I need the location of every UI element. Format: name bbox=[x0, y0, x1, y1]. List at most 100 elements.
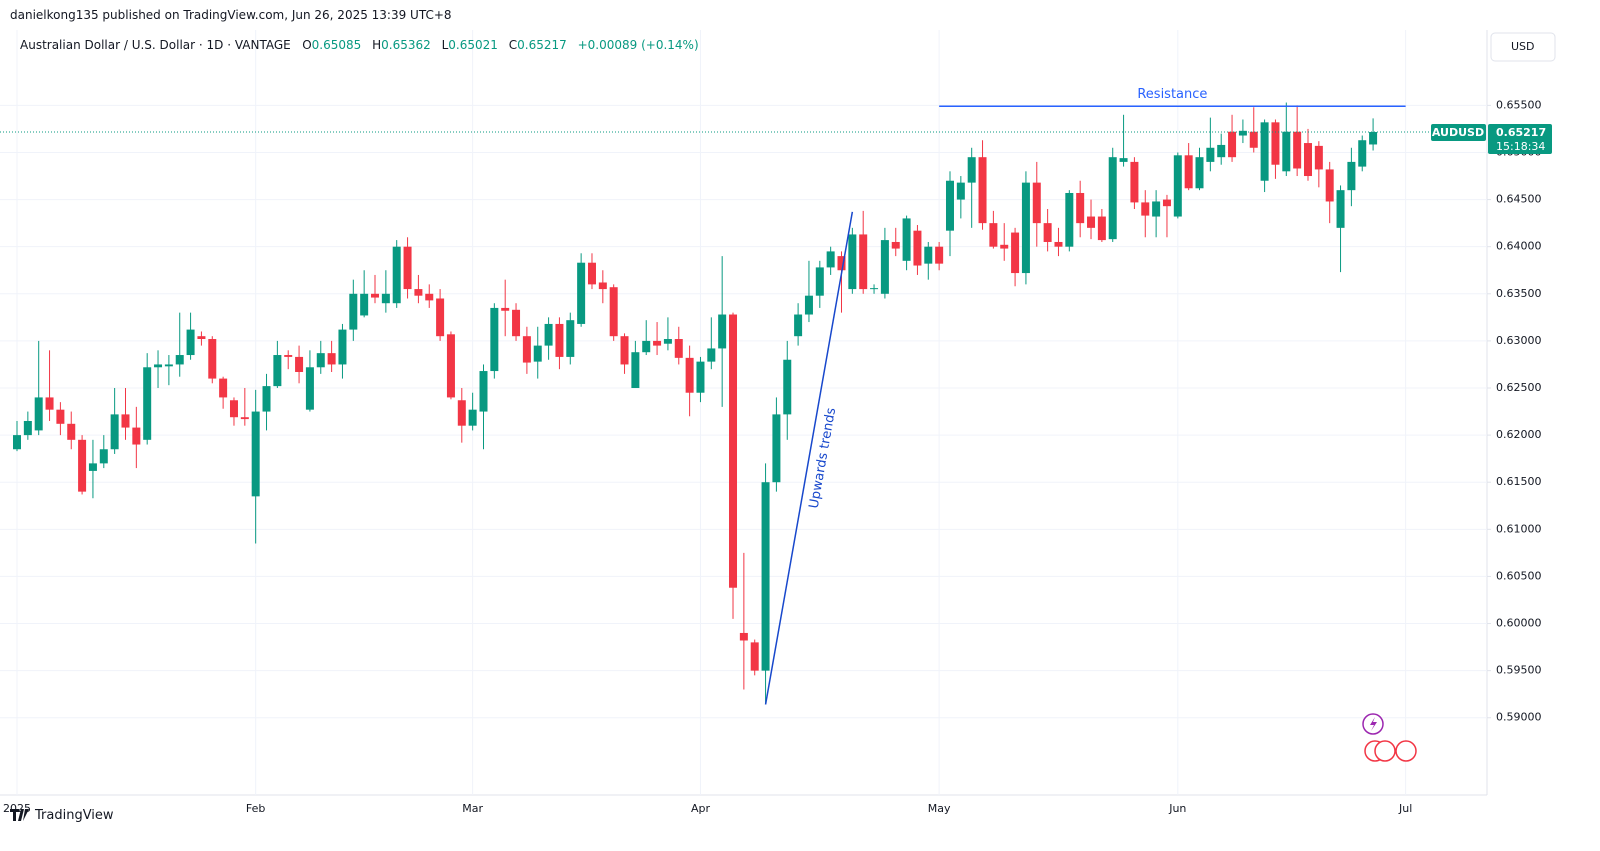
candle-body bbox=[653, 340, 662, 346]
candle-body bbox=[1141, 202, 1150, 216]
candle-body bbox=[490, 307, 499, 372]
line-label: Resistance bbox=[1137, 87, 1207, 102]
candle-body bbox=[175, 355, 184, 365]
x-tick-label: May bbox=[928, 802, 951, 815]
candle-body bbox=[1108, 157, 1117, 240]
candle-body bbox=[815, 267, 824, 296]
candle-body bbox=[1260, 122, 1269, 181]
currency-label[interactable]: USD bbox=[1511, 40, 1535, 53]
candle-body bbox=[522, 336, 531, 363]
candle-body bbox=[479, 371, 488, 412]
candle-body bbox=[1000, 244, 1009, 249]
candle-body bbox=[240, 417, 249, 420]
candle-body bbox=[1217, 144, 1226, 158]
candle-body bbox=[826, 251, 835, 268]
candle-body bbox=[1152, 201, 1161, 217]
candle-body bbox=[577, 262, 586, 324]
candle-body bbox=[1119, 158, 1128, 162]
candle-body bbox=[1314, 145, 1323, 170]
candle-body bbox=[251, 411, 260, 497]
candle-body bbox=[1065, 192, 1074, 247]
candle-body bbox=[1336, 190, 1345, 228]
candle-body bbox=[663, 339, 672, 344]
y-tick-label: 0.65500 bbox=[1496, 98, 1542, 111]
y-tick-label: 0.62000 bbox=[1496, 428, 1542, 441]
candle-body bbox=[544, 323, 553, 346]
candle-body bbox=[739, 632, 748, 641]
y-tick-label: 0.59000 bbox=[1496, 711, 1542, 724]
candle-body bbox=[555, 323, 564, 357]
candle-body bbox=[381, 293, 390, 304]
legend-key: L bbox=[441, 38, 449, 52]
candle-body bbox=[913, 230, 922, 266]
candle-body bbox=[208, 339, 217, 379]
candle-body bbox=[414, 289, 423, 296]
logo-text: TradingView bbox=[35, 808, 114, 823]
x-tick-label: Mar bbox=[462, 802, 483, 815]
y-tick-label: 0.60500 bbox=[1496, 569, 1542, 582]
candle-body bbox=[436, 298, 445, 337]
candle-body bbox=[1076, 192, 1085, 224]
candle-body bbox=[457, 400, 466, 426]
y-tick-label: 0.63000 bbox=[1496, 334, 1542, 347]
candle-body bbox=[338, 329, 347, 365]
candle-body bbox=[956, 182, 965, 200]
candle-body bbox=[425, 293, 434, 301]
candle-body bbox=[1249, 131, 1258, 148]
candle-body bbox=[620, 336, 629, 365]
candle-body bbox=[935, 246, 944, 264]
event-icons bbox=[1362, 713, 1417, 762]
candle-body bbox=[197, 336, 206, 340]
countdown-label: 15:18:34 bbox=[1496, 140, 1545, 153]
candle-body bbox=[56, 409, 65, 424]
legend-key: C bbox=[508, 38, 518, 52]
candle-body bbox=[295, 356, 304, 372]
candle-body bbox=[262, 386, 271, 412]
y-tick-label: 0.64500 bbox=[1496, 193, 1542, 206]
candle-body bbox=[945, 180, 954, 231]
legend-change: +0.00089 (+0.14%) bbox=[577, 38, 699, 52]
candle-body bbox=[512, 309, 521, 337]
candle-body bbox=[1173, 155, 1182, 217]
candle-body bbox=[685, 357, 694, 393]
candle-body bbox=[870, 288, 879, 290]
event-icon[interactable] bbox=[1374, 740, 1396, 762]
candle-body bbox=[707, 348, 716, 362]
currency-button[interactable] bbox=[1490, 32, 1556, 62]
candle-body bbox=[837, 256, 846, 271]
candle-body bbox=[143, 367, 152, 440]
candle-body bbox=[631, 352, 640, 389]
event-icon[interactable] bbox=[1395, 740, 1417, 762]
candle-body bbox=[45, 397, 54, 410]
candle-body bbox=[1162, 199, 1171, 207]
candle-body bbox=[1228, 131, 1237, 158]
candle-body bbox=[848, 234, 857, 290]
candle-body bbox=[533, 345, 542, 362]
candle-body bbox=[23, 420, 32, 436]
candle-body bbox=[967, 157, 976, 183]
candle-body bbox=[229, 400, 238, 418]
candle-body bbox=[327, 353, 336, 365]
candle-body bbox=[587, 262, 596, 285]
candle-body bbox=[1206, 147, 1215, 162]
candle-body bbox=[154, 364, 163, 368]
candle-body bbox=[1032, 182, 1041, 224]
candle-body bbox=[12, 435, 21, 450]
candle-body bbox=[609, 287, 618, 337]
candle-body bbox=[1195, 157, 1204, 189]
x-tick-label: 2025 bbox=[3, 802, 31, 815]
candle-body bbox=[718, 314, 727, 349]
candle-body bbox=[783, 359, 792, 415]
legend-value: 0.65217 bbox=[517, 38, 567, 52]
symbol-title: Australian Dollar / U.S. Dollar · 1D · V… bbox=[20, 38, 291, 52]
candle-body bbox=[696, 361, 705, 393]
candle-body bbox=[598, 282, 607, 290]
candle-body bbox=[1369, 132, 1378, 145]
candle-body bbox=[924, 246, 933, 264]
candle-body bbox=[132, 427, 141, 445]
x-tick-label: Jun bbox=[1168, 802, 1186, 815]
candle-body bbox=[804, 295, 813, 315]
candle-body bbox=[1282, 131, 1291, 172]
x-tick-label: Feb bbox=[246, 802, 265, 815]
